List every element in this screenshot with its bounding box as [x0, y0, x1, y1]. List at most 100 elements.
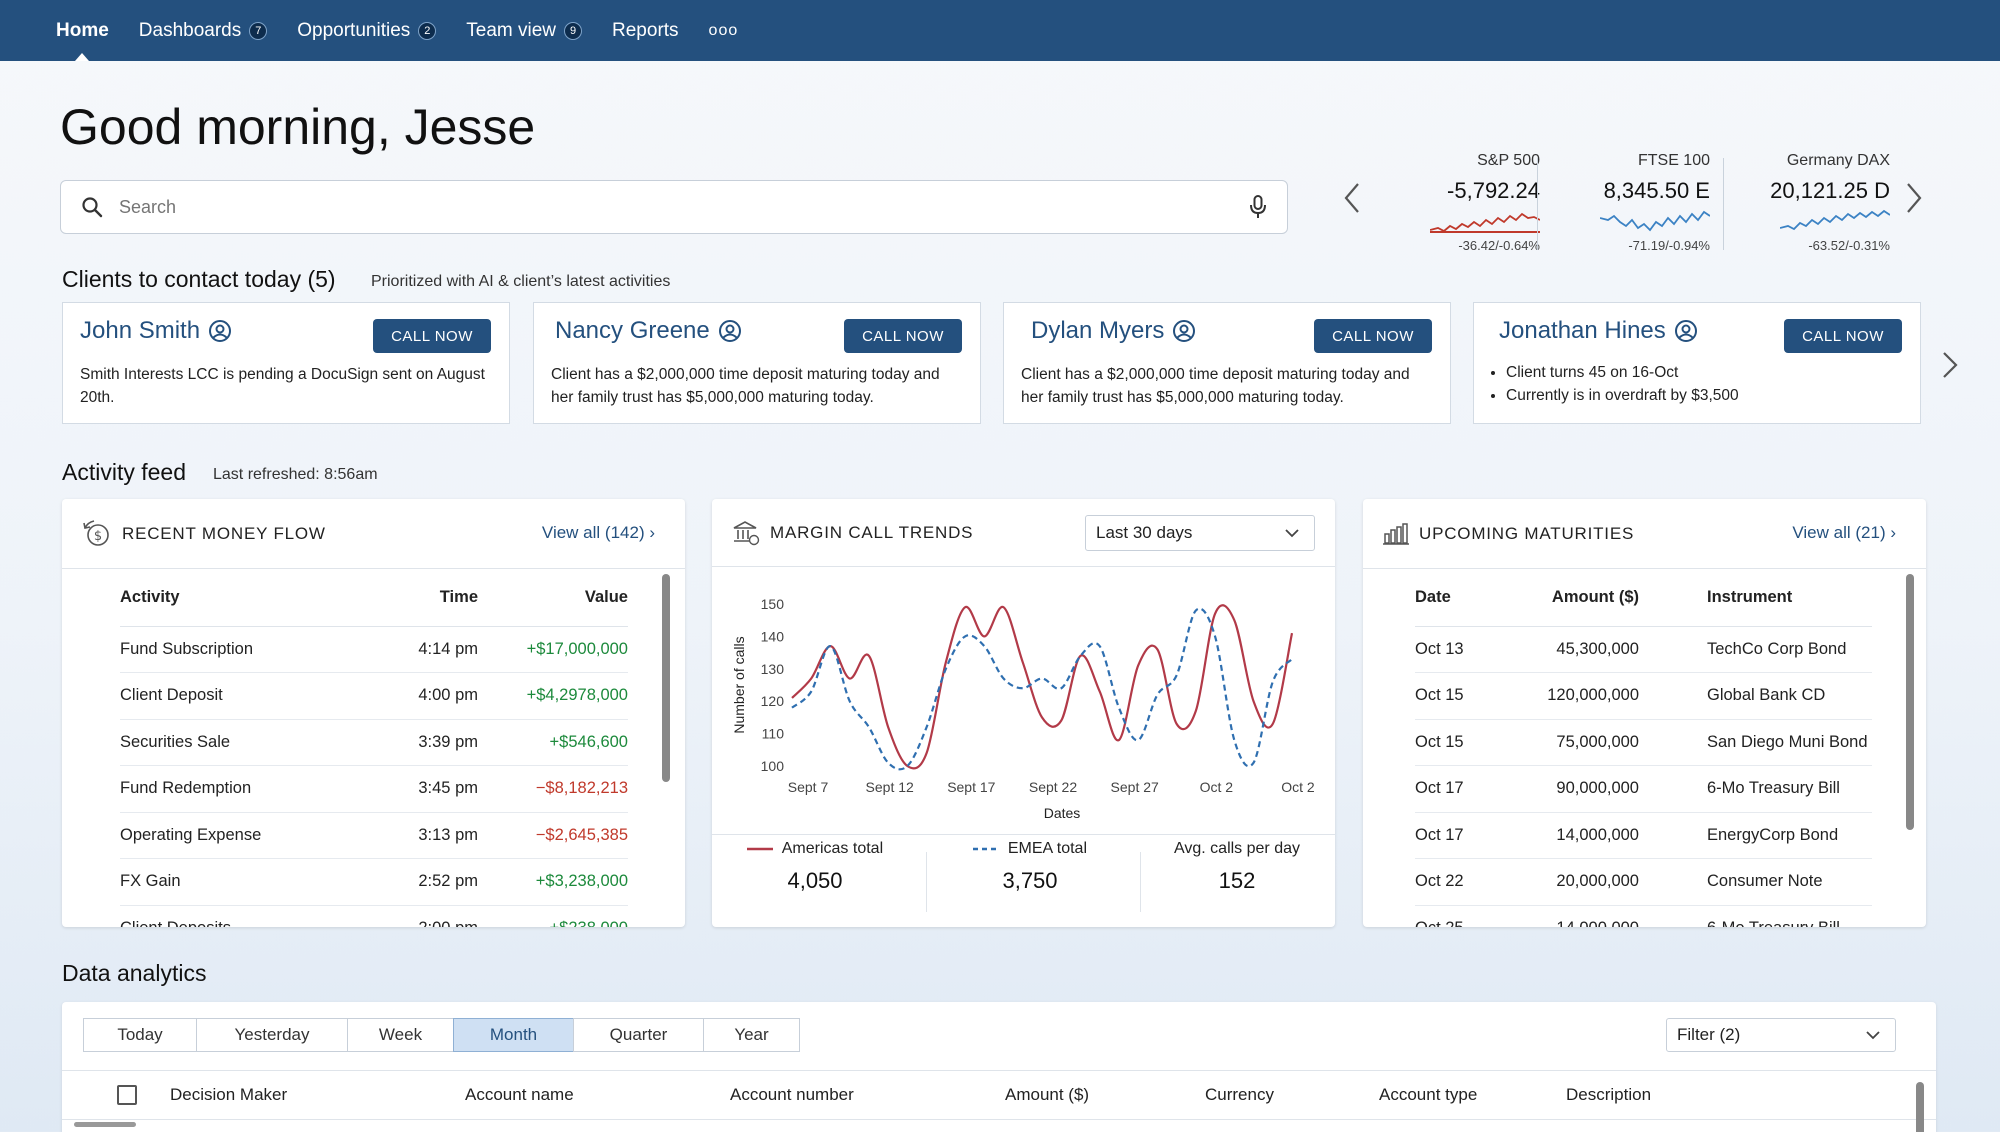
table-row[interactable]: Oct 22 20,000,000 Consumer Note	[1415, 858, 1872, 906]
date-range-dropdown[interactable]: Last 30 days	[1085, 515, 1315, 551]
instrument-cell: 6-Mo Treasury Bill	[1639, 765, 1872, 813]
period-month[interactable]: Month	[453, 1018, 574, 1052]
table-row[interactable]: Securities Sale 3:39 pm +$546,600	[120, 719, 628, 766]
user-profile-icon[interactable]	[718, 319, 742, 343]
ticker-sp500[interactable]: S&P 500 -5,792.24 -36.42/-0.64%	[1390, 152, 1540, 253]
legend-label: Avg. calls per day	[1174, 840, 1300, 857]
call-now-button[interactable]: CALL NOW	[1784, 319, 1902, 353]
panel-header: MARGIN CALL TRENDS Last 30 days	[712, 499, 1335, 567]
user-profile-icon[interactable]	[1674, 319, 1698, 343]
amount-cell: 20,000,000	[1515, 858, 1639, 906]
more-icon[interactable]: ooo	[708, 21, 739, 39]
time-cell: 4:14 pm	[350, 626, 478, 673]
table-row[interactable]: Oct 13 45,300,000 TechCo Corp Bond	[1415, 626, 1872, 673]
table-row[interactable]: Operating Expense 3:13 pm −$2,645,385	[120, 812, 628, 859]
period-week[interactable]: Week	[347, 1018, 454, 1052]
table-row[interactable]: Oct 17 14,000,000 EnergyCorp Bond	[1415, 812, 1872, 859]
table-row[interactable]: Fund Subscription 4:14 pm +$17,000,000	[120, 626, 628, 673]
ticker-dax[interactable]: Germany DAX 20,121.25 D -63.52/-0.31%	[1740, 152, 1890, 253]
client-name[interactable]: Jonathan Hines	[1499, 317, 1698, 345]
y-tick-label: 140	[761, 628, 785, 644]
client-card-jonathan-hines[interactable]: Jonathan Hines CALL NOW Client turns 45 …	[1473, 302, 1921, 424]
y-tick-label: 110	[762, 726, 785, 742]
client-card-dylan-myers[interactable]: Dylan Myers CALL NOW Client has a $2,000…	[1003, 302, 1451, 424]
scrollbar[interactable]	[1916, 1082, 1924, 1132]
nav-reports-label: Reports	[612, 19, 679, 41]
client-name[interactable]: John Smith	[80, 317, 232, 345]
user-profile-icon[interactable]	[208, 319, 232, 343]
instrument-cell: Global Bank CD	[1639, 672, 1872, 720]
table-row[interactable]: Oct 15 75,000,000 San Diego Muni Bond	[1415, 719, 1872, 766]
chevron-right-icon[interactable]	[1940, 350, 1960, 380]
x-axis-label: Dates	[1044, 805, 1081, 821]
time-cell: 3:39 pm	[350, 719, 478, 766]
nav-opportunities[interactable]: Opportunities 2	[297, 0, 437, 61]
panel-header: UPCOMING MATURITIES View all (21) ›	[1363, 499, 1926, 569]
user-profile-icon[interactable]	[1172, 319, 1196, 343]
value-cell: −$2,645,385	[478, 812, 628, 859]
table-header-row: Decision Maker Account name Account numb…	[62, 1070, 1936, 1120]
time-cell: 2:00 pm	[350, 905, 478, 927]
chevron-left-icon[interactable]	[1340, 178, 1364, 218]
nav-home[interactable]: Home	[56, 0, 109, 61]
period-year[interactable]: Year	[703, 1018, 800, 1052]
date-cell: Oct 25	[1415, 905, 1515, 927]
amount-cell: 120,000,000	[1515, 672, 1639, 720]
legend-value: 3,750	[1002, 868, 1058, 893]
table-row[interactable]: Client Deposit 4:00 pm +$4,2978,000	[120, 672, 628, 720]
view-all-label: View all (21)	[1792, 523, 1886, 542]
x-tick-label: Sept 27	[1111, 779, 1159, 795]
instrument-cell: 6-Mo Treasury Bill	[1639, 905, 1872, 927]
table-row[interactable]: Oct 15 120,000,000 Global Bank CD	[1415, 672, 1872, 720]
client-name[interactable]: Dylan Myers	[1031, 317, 1196, 345]
period-yesterday[interactable]: Yesterday	[196, 1018, 348, 1052]
column-header: Time	[350, 569, 478, 627]
call-now-button[interactable]: CALL NOW	[844, 319, 962, 353]
client-card-john-smith[interactable]: John Smith CALL NOW Smith Interests LCC …	[62, 302, 510, 424]
period-quarter[interactable]: Quarter	[573, 1018, 704, 1052]
call-now-button[interactable]: CALL NOW	[373, 319, 491, 353]
legend-label-text: Americas total	[781, 840, 884, 857]
table-row[interactable]: Fund Redemption 3:45 pm −$8,182,213	[120, 765, 628, 813]
table-row[interactable]: Client Deposits2:00 pm+$238,000	[120, 905, 628, 927]
client-bullet: Client turns 45 on 16-Oct	[1506, 361, 1739, 384]
select-all-checkbox[interactable]	[117, 1085, 137, 1105]
view-all-link[interactable]: View all (21) ›	[1792, 523, 1896, 542]
filter-dropdown[interactable]: Filter (2)	[1666, 1018, 1896, 1052]
nav-team-view[interactable]: Team view 9	[466, 0, 583, 61]
date-cell: Oct 13	[1415, 626, 1515, 673]
period-today[interactable]: Today	[83, 1018, 197, 1052]
table-header-row: Activity Time Value	[120, 569, 628, 627]
market-tickers: S&P 500 -5,792.24 -36.42/-0.64% FTSE 100…	[1340, 150, 1922, 260]
microphone-icon[interactable]	[1249, 195, 1267, 219]
nav-badge: 2	[418, 21, 437, 40]
client-name-text: Dylan Myers	[1031, 317, 1165, 344]
column-header: Date	[1415, 569, 1515, 627]
horizontal-scrollbar[interactable]	[74, 1122, 136, 1127]
period-selector: Today Yesterday Week Month Quarter Year	[83, 1018, 800, 1052]
table-row[interactable]: FX Gain 2:52 pm +$3,238,000	[120, 858, 628, 906]
x-tick-label: Sept 7	[788, 779, 829, 795]
call-now-button[interactable]: CALL NOW	[1314, 319, 1432, 353]
activity-cell: Operating Expense	[120, 812, 350, 859]
ticker-ftse100[interactable]: FTSE 100 8,345.50 E -71.19/-0.94%	[1560, 152, 1710, 253]
activity-cell: Securities Sale	[120, 719, 350, 766]
view-all-link[interactable]: View all (142) ›	[541, 523, 655, 542]
value-cell: −$8,182,213	[478, 765, 628, 813]
table-row[interactable]: Oct 17 90,000,000 6-Mo Treasury Bill	[1415, 765, 1872, 813]
column-header: Instrument	[1639, 569, 1872, 627]
chevron-right-icon[interactable]	[1902, 178, 1926, 218]
nav-dashboards[interactable]: Dashboards 7	[139, 0, 268, 61]
nav-reports[interactable]: Reports	[612, 0, 679, 61]
column-header: Amount ($)	[1515, 569, 1639, 627]
column-header: Value	[478, 569, 628, 627]
value-cell: +$546,600	[478, 719, 628, 766]
scrollbar[interactable]	[662, 574, 670, 782]
search-input[interactable]	[119, 196, 1249, 218]
client-card-nancy-greene[interactable]: Nancy Greene CALL NOW Client has a $2,00…	[533, 302, 981, 424]
scrollbar[interactable]	[1906, 574, 1914, 830]
client-name[interactable]: Nancy Greene	[555, 317, 742, 345]
money-flow-table: Activity Time Value Fund Subscription 4:1…	[120, 569, 628, 927]
money-flow-icon: $	[83, 519, 109, 546]
